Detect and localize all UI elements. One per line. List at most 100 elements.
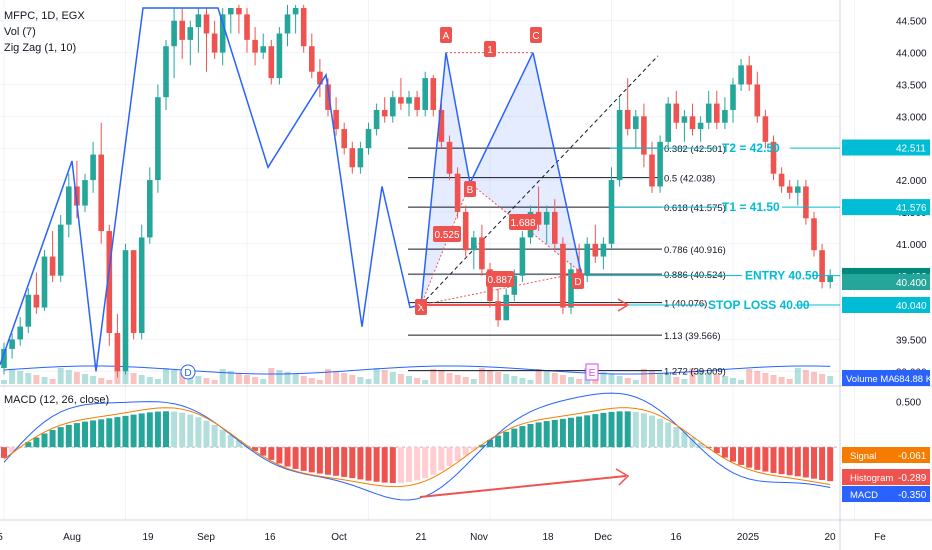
price-axis-tick-label: 39.500 <box>896 335 927 346</box>
zigzag-indicator-legend[interactable]: Zig Zag (1, 10) <box>4 42 77 54</box>
macd-histogram-bar <box>406 447 412 483</box>
candle-body <box>786 186 793 193</box>
candle-body <box>114 333 121 372</box>
candle-body <box>665 103 671 142</box>
macd-histogram-bar <box>584 415 591 448</box>
candle-body <box>673 103 680 123</box>
time-axis-label: 19 <box>142 532 154 543</box>
macd-histogram-bar <box>681 432 688 448</box>
price-tag-box <box>842 274 930 291</box>
macd-histogram-bar <box>478 444 485 448</box>
volume-bar <box>446 373 453 384</box>
volume-bar <box>511 376 518 384</box>
volume-bar <box>754 371 761 384</box>
macd-histogram-bar <box>90 420 97 448</box>
volume-bar <box>211 380 218 384</box>
macd-histogram-bar <box>292 447 299 469</box>
macd-histogram-bar <box>146 412 153 448</box>
volume-bar <box>746 369 753 384</box>
fib-level-label: 1.272 (39.009) <box>664 367 726 378</box>
ratio-line-xb <box>420 183 471 306</box>
macd-histogram-bar <box>738 447 745 465</box>
macd-histogram-bar <box>138 413 145 448</box>
pattern-ratio-box <box>509 214 537 230</box>
candle-body <box>390 97 396 117</box>
macd-histogram-bar <box>519 426 526 448</box>
macd-histogram-bar <box>300 447 307 471</box>
price-tag-label: 42.511 <box>896 144 926 155</box>
volume-bar <box>41 377 48 384</box>
candle-body <box>33 294 40 308</box>
volume-bar <box>713 374 720 384</box>
macd-histogram-bar <box>33 437 40 448</box>
candle-body <box>770 141 777 174</box>
volume-bar <box>778 377 785 384</box>
pattern-point-marker <box>440 27 452 43</box>
volume-bar <box>195 376 202 384</box>
macd-histogram-bar <box>608 411 615 448</box>
candle-body <box>228 8 234 15</box>
stop-label: STOP LOSS 40.00 <box>708 298 810 312</box>
time-axis-label: Aug <box>63 532 81 543</box>
ratio-line-xd <box>420 271 582 306</box>
macd-tag-box <box>842 447 930 463</box>
candle-body <box>600 243 607 257</box>
t2-label: T2 = 42.50 <box>722 141 780 155</box>
candle-body <box>689 116 696 130</box>
zigzag-line <box>0 7 422 372</box>
dividend-marker <box>180 364 196 380</box>
time-axis-label: 20 <box>824 532 836 543</box>
macd-histogram-bar <box>438 447 445 471</box>
candle-body <box>641 116 647 155</box>
candle-body <box>471 237 477 251</box>
candle-body <box>552 211 558 244</box>
volume-bar <box>163 368 169 384</box>
volume-bar <box>9 369 16 384</box>
volume-bar <box>543 371 550 384</box>
volume-bar <box>786 379 793 384</box>
candle-body <box>155 97 161 181</box>
price-axis-tick-label: 43.500 <box>896 80 927 91</box>
macd-histogram-bar <box>49 429 56 448</box>
time-axis-label: 2025 <box>737 532 760 543</box>
macd-histogram-bar <box>179 412 186 448</box>
candle-body <box>203 14 210 34</box>
volume-bar <box>138 375 145 384</box>
candle-body <box>519 237 526 276</box>
volume-bar <box>341 373 348 384</box>
candle-body <box>730 84 736 110</box>
candle-body <box>811 218 817 251</box>
macd-histogram-bar <box>754 447 761 470</box>
macd-indicator-legend[interactable]: MACD (12, 26, close) <box>4 394 110 406</box>
price-tag-label: 41.576 <box>896 203 927 214</box>
volume-bar <box>244 375 250 384</box>
macd-histogram-bar <box>657 418 664 448</box>
macd-histogram-bar <box>276 447 283 464</box>
time-axis-label: Dec <box>594 532 612 543</box>
macd-histogram-bar <box>260 447 267 456</box>
macd-histogram-bar <box>730 447 736 462</box>
candle-body <box>147 180 153 238</box>
candle-body <box>122 250 129 372</box>
volume-bar <box>438 371 445 384</box>
pattern-point-label: C <box>532 31 539 42</box>
volume-bar <box>33 375 40 384</box>
volume-indicator-legend[interactable]: Vol (7) <box>4 26 36 38</box>
volume-bar <box>827 376 834 384</box>
volume-bar <box>673 377 680 384</box>
candle-body <box>495 301 501 321</box>
pattern-point-marker <box>464 181 476 197</box>
candle-body <box>236 8 242 15</box>
pattern-point-marker <box>530 27 542 43</box>
symbol-legend[interactable]: MFPC, 1D, EGX <box>4 10 85 22</box>
volume-bar <box>389 372 396 384</box>
candle-body <box>438 109 445 142</box>
macd-histogram-bar <box>689 437 696 448</box>
volume-bar <box>316 380 323 384</box>
candle-body <box>333 109 339 130</box>
volume-bar <box>422 380 429 384</box>
volume-bar <box>82 374 88 384</box>
candle-body <box>462 211 469 251</box>
macd-histogram-bar <box>316 447 323 474</box>
